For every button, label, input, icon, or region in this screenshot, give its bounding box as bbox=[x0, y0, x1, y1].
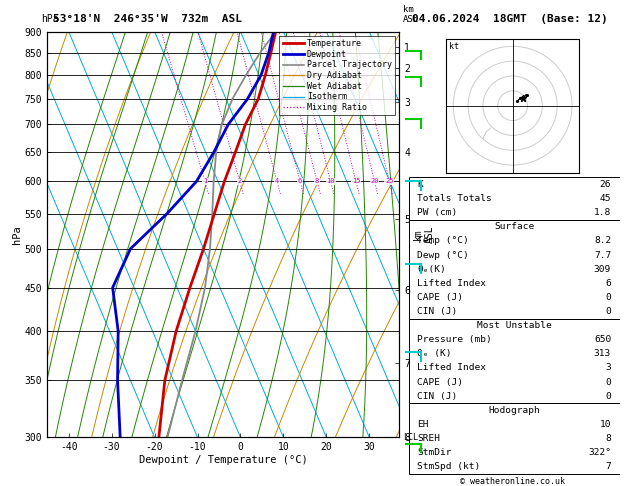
Text: Lifted Index: Lifted Index bbox=[417, 364, 486, 372]
Text: CAPE (J): CAPE (J) bbox=[417, 378, 464, 386]
Text: Totals Totals: Totals Totals bbox=[417, 194, 492, 203]
Text: kt: kt bbox=[448, 42, 459, 52]
Y-axis label: km
ASL: km ASL bbox=[413, 226, 435, 243]
Bar bbox=[409, 177, 620, 220]
Text: EH: EH bbox=[417, 420, 429, 429]
Text: CIN (J): CIN (J) bbox=[417, 307, 457, 316]
Text: CIN (J): CIN (J) bbox=[417, 392, 457, 400]
Text: 1.8: 1.8 bbox=[594, 208, 611, 217]
Text: θₑ(K): θₑ(K) bbox=[417, 265, 446, 274]
Text: 7.7: 7.7 bbox=[594, 251, 611, 260]
Text: 10: 10 bbox=[326, 178, 335, 184]
Text: 45: 45 bbox=[599, 194, 611, 203]
Text: 309: 309 bbox=[594, 265, 611, 274]
Text: 0: 0 bbox=[605, 307, 611, 316]
Text: 7: 7 bbox=[605, 462, 611, 471]
Text: 3: 3 bbox=[605, 364, 611, 372]
Text: 1: 1 bbox=[203, 178, 207, 184]
Text: Dewp (°C): Dewp (°C) bbox=[417, 251, 469, 260]
Bar bbox=[409, 403, 620, 474]
Text: 322°: 322° bbox=[588, 448, 611, 457]
Bar bbox=[409, 318, 620, 403]
Text: Surface: Surface bbox=[494, 222, 534, 231]
Text: 8: 8 bbox=[605, 434, 611, 443]
Text: 53°18'N  246°35'W  732m  ASL: 53°18'N 246°35'W 732m ASL bbox=[53, 14, 242, 24]
Text: hPa: hPa bbox=[41, 14, 58, 24]
Text: 15: 15 bbox=[352, 178, 360, 184]
Y-axis label: hPa: hPa bbox=[12, 225, 22, 244]
Text: LCL: LCL bbox=[403, 433, 418, 442]
Text: 313: 313 bbox=[594, 349, 611, 358]
Text: θₑ (K): θₑ (K) bbox=[417, 349, 452, 358]
Text: CAPE (J): CAPE (J) bbox=[417, 293, 464, 302]
Text: 6: 6 bbox=[605, 279, 611, 288]
Text: Most Unstable: Most Unstable bbox=[477, 321, 552, 330]
Text: © weatheronline.co.uk: © weatheronline.co.uk bbox=[460, 477, 565, 486]
X-axis label: Dewpoint / Temperature (°C): Dewpoint / Temperature (°C) bbox=[139, 455, 308, 465]
Text: 2: 2 bbox=[238, 178, 242, 184]
Text: 0: 0 bbox=[605, 378, 611, 386]
Text: StmSpd (kt): StmSpd (kt) bbox=[417, 462, 481, 471]
Text: 25: 25 bbox=[385, 178, 394, 184]
Text: 650: 650 bbox=[594, 335, 611, 344]
Text: km
ASL: km ASL bbox=[403, 5, 419, 24]
Legend: Temperature, Dewpoint, Parcel Trajectory, Dry Adiabat, Wet Adiabat, Isotherm, Mi: Temperature, Dewpoint, Parcel Trajectory… bbox=[279, 36, 395, 115]
Text: StmDir: StmDir bbox=[417, 448, 452, 457]
Text: PW (cm): PW (cm) bbox=[417, 208, 457, 217]
Text: 26: 26 bbox=[599, 180, 611, 189]
Text: 04.06.2024  18GMT  (Base: 12): 04.06.2024 18GMT (Base: 12) bbox=[412, 14, 608, 24]
Text: 20: 20 bbox=[370, 178, 379, 184]
Text: Lifted Index: Lifted Index bbox=[417, 279, 486, 288]
Text: Hodograph: Hodograph bbox=[488, 406, 540, 415]
Text: Temp (°C): Temp (°C) bbox=[417, 236, 469, 245]
Text: 8.2: 8.2 bbox=[594, 236, 611, 245]
Text: SREH: SREH bbox=[417, 434, 440, 443]
Text: K: K bbox=[417, 180, 423, 189]
Text: 4: 4 bbox=[275, 178, 279, 184]
Text: 0: 0 bbox=[605, 392, 611, 400]
Text: 10: 10 bbox=[599, 420, 611, 429]
Text: 6: 6 bbox=[298, 178, 303, 184]
Text: 0: 0 bbox=[605, 293, 611, 302]
Text: 8: 8 bbox=[315, 178, 320, 184]
Bar bbox=[409, 220, 620, 318]
Text: Pressure (mb): Pressure (mb) bbox=[417, 335, 492, 344]
